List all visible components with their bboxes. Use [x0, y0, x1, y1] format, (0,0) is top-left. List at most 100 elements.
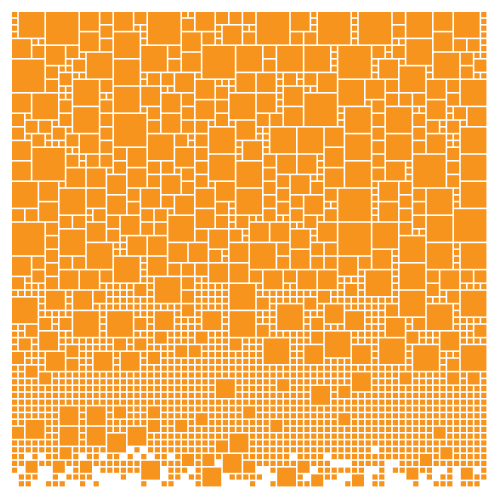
- square-tile-2x2: [399, 372, 412, 385]
- square-tile-1x1: [80, 426, 86, 432]
- square-tile-1x1: [195, 290, 201, 296]
- square-tile-1x1: [188, 12, 194, 18]
- square-tile-1x1: [52, 399, 58, 405]
- square-tile-1x1: [263, 392, 269, 398]
- square-tile-1x1: [195, 426, 201, 432]
- square-tile-3x3: [161, 93, 181, 113]
- square-tile-1x1: [454, 440, 460, 446]
- square-tile-3x3: [127, 426, 147, 446]
- square-tile-2x2: [277, 256, 290, 269]
- square-tile-1x1: [12, 420, 18, 426]
- square-tile-1x1: [222, 311, 228, 317]
- square-tile-1x1: [182, 392, 188, 398]
- square-tile-1x1: [345, 440, 351, 446]
- square-tile-1x1: [114, 454, 120, 460]
- square-tile-2x2: [399, 93, 412, 106]
- square-tile-1x1: [154, 372, 160, 378]
- square-tile-3x3: [107, 175, 126, 194]
- square-tile-1x1: [454, 433, 460, 439]
- square-tile-4x4: [86, 243, 113, 269]
- square-tile-1x1: [120, 426, 126, 432]
- square-tile-2x2: [114, 161, 126, 174]
- square-tile-1x1: [290, 379, 296, 385]
- square-tile-3x3: [222, 25, 242, 45]
- square-tile-3x3: [426, 100, 446, 120]
- square-tile-1x1: [216, 39, 222, 45]
- square-tile-1x1: [73, 467, 79, 473]
- square-tile-1x1: [141, 311, 147, 317]
- square-tile-3x3: [433, 12, 453, 31]
- square-tile-3x3: [114, 12, 133, 31]
- square-tile-1x1: [25, 284, 31, 290]
- square-tile-1x1: [59, 66, 65, 72]
- square-tile-1x1: [216, 297, 222, 303]
- square-tile-2x2: [66, 345, 79, 358]
- square-tile-1x1: [406, 161, 412, 167]
- square-tile-4x4: [32, 93, 58, 120]
- square-tile-2x2: [73, 256, 86, 269]
- square-tile-1x1: [386, 297, 392, 303]
- square-tile-1x1: [120, 236, 126, 242]
- square-tile-1x1: [86, 345, 92, 351]
- square-tile-2x2: [413, 114, 426, 126]
- square-tile-1x1: [331, 447, 337, 453]
- square-tile-1x1: [481, 12, 487, 18]
- square-tile-1x1: [379, 433, 385, 439]
- square-tile-1x1: [25, 447, 31, 453]
- square-tile-3x3: [188, 243, 208, 262]
- square-tile-1x1: [236, 154, 242, 160]
- square-tile-1x1: [25, 481, 31, 487]
- square-tile-1x1: [338, 379, 344, 385]
- square-tile-3x3: [318, 73, 337, 92]
- square-tile-4x4: [114, 256, 140, 283]
- square-tile-2x2: [195, 175, 208, 188]
- square-tile-1x1: [202, 372, 208, 378]
- square-tile-2x2: [80, 460, 92, 473]
- square-tile-1x1: [12, 467, 18, 473]
- square-tile-1x1: [134, 379, 140, 385]
- square-tile-1x1: [229, 365, 235, 371]
- square-tile-1x1: [46, 311, 52, 317]
- square-tile-1x1: [182, 467, 188, 473]
- square-tile-1x1: [188, 399, 194, 405]
- square-tile-1x1: [100, 93, 106, 99]
- square-tile-1x1: [454, 318, 460, 324]
- square-tile-1x1: [236, 148, 242, 154]
- square-tile-2x2: [311, 331, 324, 344]
- square-tile-1x1: [467, 413, 473, 419]
- square-tile-1x1: [39, 440, 45, 446]
- square-tile-1x1: [406, 318, 412, 324]
- square-tile-1x1: [168, 338, 174, 344]
- square-tile-1x1: [209, 365, 215, 371]
- square-tile-1x1: [114, 399, 120, 405]
- square-tile-2x2: [256, 114, 269, 126]
- square-tile-1x1: [297, 73, 303, 79]
- square-tile-1x1: [141, 392, 147, 398]
- square-tile-1x1: [250, 372, 256, 378]
- square-tile-1x1: [25, 114, 31, 120]
- square-tile-2x2: [440, 447, 453, 460]
- square-tile-1x1: [454, 447, 460, 453]
- square-tile-1x1: [86, 209, 92, 215]
- square-tile-2x2: [195, 229, 208, 242]
- square-tile-4x4: [406, 12, 432, 38]
- square-tile-1x1: [481, 426, 487, 432]
- square-tile-1x1: [107, 392, 113, 398]
- square-tile-1x1: [59, 93, 65, 99]
- square-tile-1x1: [93, 481, 99, 487]
- square-tile-1x1: [440, 474, 446, 480]
- square-tile-1x1: [284, 454, 290, 460]
- square-tile-2x2: [66, 358, 79, 371]
- square-tile-4x4: [154, 277, 181, 303]
- square-tile-1x1: [454, 399, 460, 405]
- square-tile-1x1: [93, 399, 99, 405]
- square-tile-1x1: [352, 331, 358, 337]
- square-tile-3x3: [440, 270, 460, 290]
- square-tile-1x1: [433, 331, 439, 337]
- square-tile-1x1: [134, 413, 140, 419]
- square-tile-4x4: [277, 304, 303, 330]
- square-tile-2x2: [25, 209, 38, 222]
- square-tile-2x2: [66, 154, 79, 167]
- square-tile-1x1: [345, 297, 351, 303]
- square-tile-1x1: [59, 379, 65, 385]
